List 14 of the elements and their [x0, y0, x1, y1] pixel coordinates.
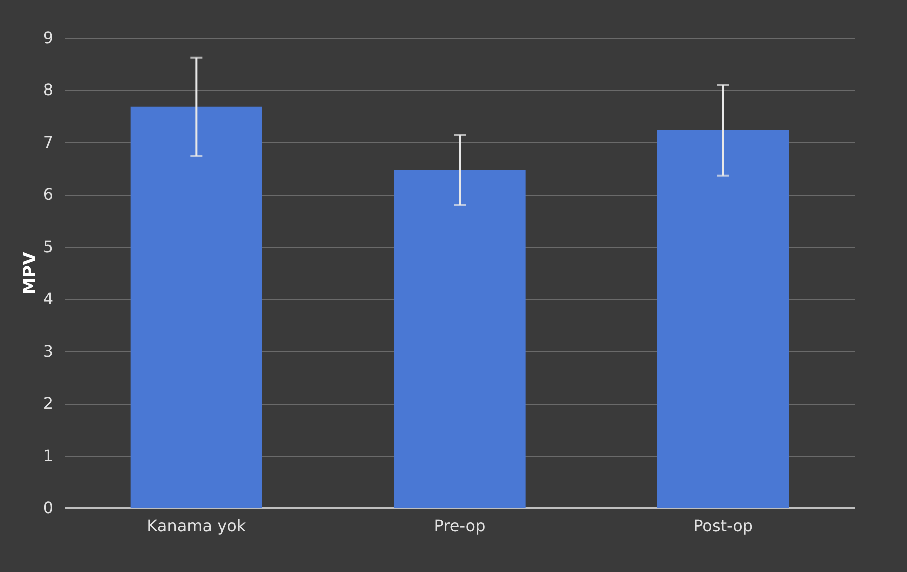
- y-tick-label: 3: [43, 342, 54, 361]
- y-axis-title: MPV: [20, 251, 40, 295]
- y-tick-label: 5: [43, 237, 54, 256]
- y-tick-label: 4: [43, 290, 54, 309]
- y-tick-label: 6: [43, 185, 54, 204]
- y-tick-label: 1: [43, 446, 54, 466]
- y-tick-label: 8: [43, 80, 54, 100]
- x-tick-label: Post-op: [694, 516, 754, 536]
- y-tick-label: 0: [43, 498, 54, 518]
- y-tick-label: 7: [43, 132, 54, 152]
- x-tick-label: Pre-op: [434, 516, 486, 536]
- y-tick-label: 9: [43, 28, 54, 48]
- x-tick-label: Kanama yok: [147, 516, 247, 536]
- y-tick-label: 2: [43, 394, 54, 414]
